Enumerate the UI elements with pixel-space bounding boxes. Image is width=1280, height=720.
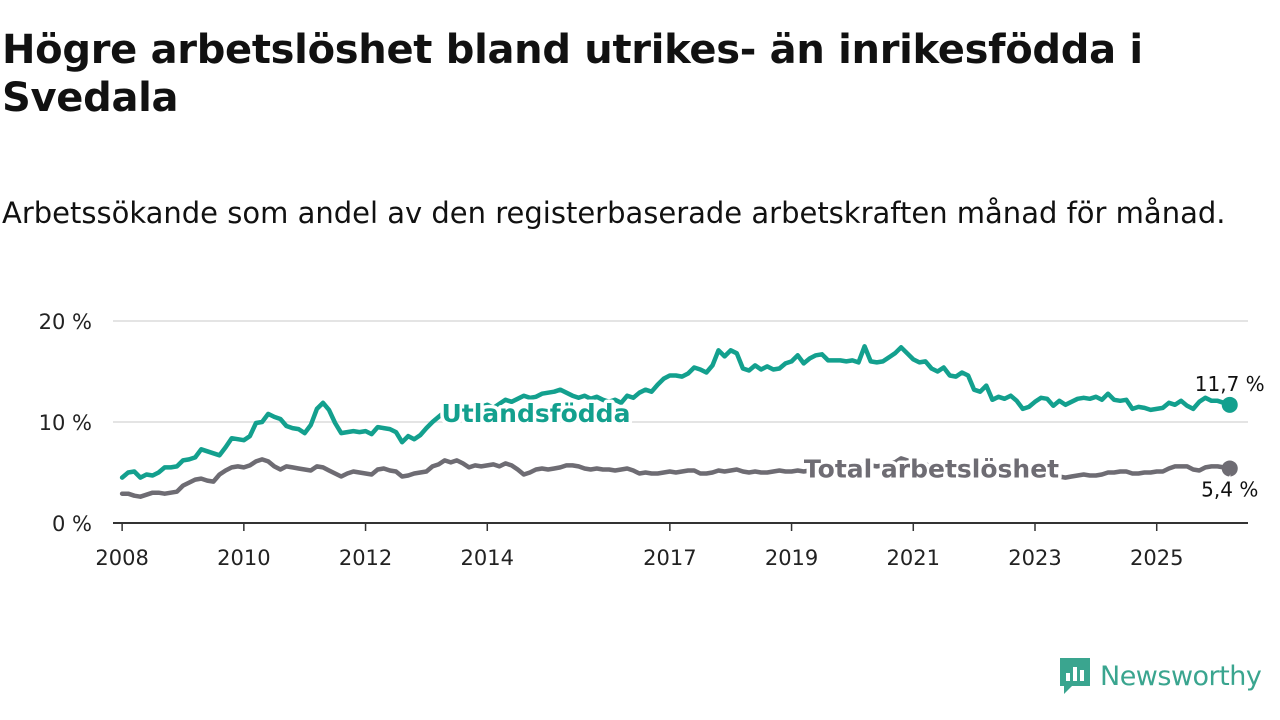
end-value-label: 5,4 % bbox=[1201, 477, 1258, 501]
y-tick-label: 20 % bbox=[39, 310, 92, 334]
series-label: Total arbetslöshet bbox=[804, 454, 1059, 483]
x-tick-label: 2019 bbox=[765, 546, 818, 570]
series-line-utlandsfodda bbox=[119, 344, 1232, 480]
x-tick-label: 2017 bbox=[643, 546, 696, 570]
end-value-label: 11,7 % bbox=[1195, 372, 1265, 396]
series-line-total bbox=[119, 456, 1232, 499]
newsworthy-logo-text: Newsworthy bbox=[1100, 660, 1262, 692]
newsworthy-logo: Newsworthy bbox=[1058, 655, 1262, 697]
series-end-marker bbox=[1221, 396, 1238, 413]
chart-subtitle: Arbetssökande som andel av den registerb… bbox=[2, 196, 1226, 230]
x-tick-label: 2025 bbox=[1130, 546, 1183, 570]
series-label: Utlandsfödda bbox=[441, 399, 630, 428]
axes: 0 % 10 % 20 % 2008 2010 2012 2014 2017 2019 2021 2… bbox=[39, 310, 1248, 570]
x-tick-label: 2014 bbox=[461, 546, 514, 570]
series-labels: Utlandsfödda 11,7 % Total arbetslöshet 5,4 … bbox=[438, 369, 1267, 504]
y-tick-label: 10 % bbox=[39, 411, 92, 435]
series-end-marker bbox=[1221, 460, 1238, 477]
line-chart: 0 % 10 % 20 % 2008 2010 2012 2014 2017 2019 2021 2… bbox=[38, 310, 1267, 570]
x-tick-label: 2012 bbox=[339, 546, 392, 570]
series-lines bbox=[119, 344, 1238, 499]
y-tick-label: 0 % bbox=[52, 512, 92, 536]
x-tick-label: 2023 bbox=[1008, 546, 1061, 570]
x-tick-label: 2010 bbox=[217, 546, 270, 570]
newsworthy-logo-icon bbox=[1060, 658, 1090, 694]
chart-title: Högre arbetslöshet bland utrikes- än inr… bbox=[2, 27, 1143, 121]
x-tick-label: 2021 bbox=[887, 546, 940, 570]
grid-lines bbox=[113, 320, 1248, 423]
x-tick-label: 2008 bbox=[95, 546, 148, 570]
